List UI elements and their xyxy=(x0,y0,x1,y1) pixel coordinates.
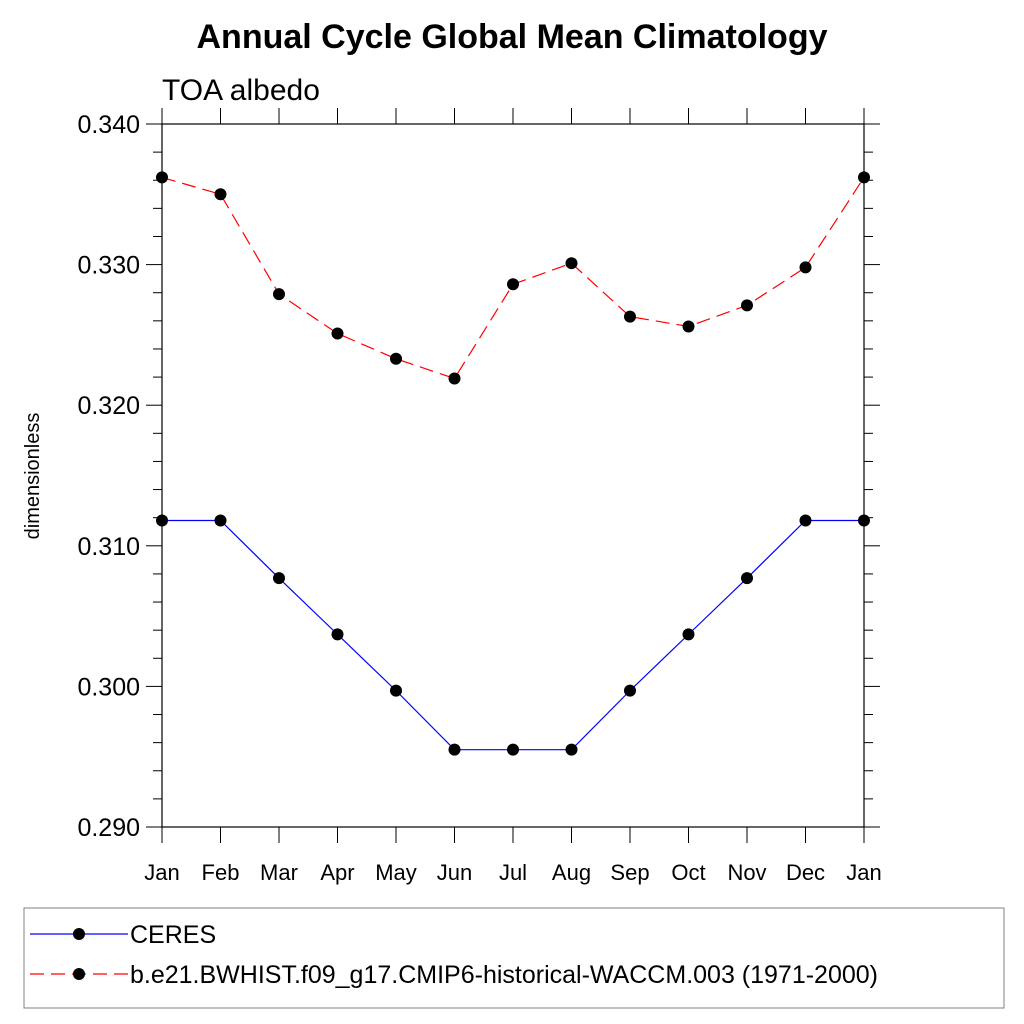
x-tick-label: Sep xyxy=(610,860,649,885)
data-point xyxy=(507,743,519,756)
legend-label: b.e21.BWHIST.f09_g17.CMIP6-historical-WA… xyxy=(130,961,878,989)
x-tick-label: Dec xyxy=(786,860,825,885)
chart-subtitle: TOA albedo xyxy=(162,74,320,107)
x-tick-label: Nov xyxy=(727,860,766,885)
data-point xyxy=(799,261,812,274)
legend-marker xyxy=(73,968,85,980)
data-point xyxy=(448,743,461,756)
x-tick-label: May xyxy=(375,860,417,885)
legend-label: CERES xyxy=(130,921,216,949)
data-point xyxy=(214,188,227,201)
data-point xyxy=(448,372,461,385)
x-tick-label: Feb xyxy=(202,860,240,885)
series-ceres xyxy=(156,514,870,756)
y-tick-label: 0.320 xyxy=(77,392,140,420)
x-tick-label: Oct xyxy=(671,860,705,885)
y-axis-label: dimensionless xyxy=(22,413,44,540)
data-point xyxy=(682,628,695,641)
chart-title: Annual Cycle Global Mean Climatology xyxy=(197,18,828,56)
series-line xyxy=(162,519,864,751)
data-point xyxy=(156,514,168,527)
data-point xyxy=(390,352,402,365)
series-waccm xyxy=(156,171,870,385)
data-point xyxy=(799,514,812,527)
axis-ticks: 0.290 0.300 0.310 0.320 0.330 0.340 Jan Feb Mar A… xyxy=(77,108,882,885)
data-point xyxy=(156,171,168,184)
data-point xyxy=(624,310,636,323)
data-point xyxy=(741,572,753,585)
data-point xyxy=(507,278,519,291)
y-tick-label: 0.300 xyxy=(77,673,140,701)
x-tick-label: Jan xyxy=(846,860,881,885)
data-point xyxy=(565,743,578,756)
x-tick-label: Jun xyxy=(437,860,472,885)
y-tick-label: 0.290 xyxy=(77,814,140,842)
data-point xyxy=(331,327,344,340)
data-point xyxy=(858,171,870,184)
data-point xyxy=(741,299,753,312)
series-layer xyxy=(156,171,870,756)
data-point xyxy=(331,628,344,641)
legend-box xyxy=(23,907,1005,1009)
data-point xyxy=(214,514,227,527)
legend: CERES b.e21.BWHIST.f09_g17.CMIP6-historic… xyxy=(23,907,1005,1009)
data-point xyxy=(682,320,695,333)
data-point xyxy=(390,684,402,697)
x-tick-label: Mar xyxy=(260,860,298,885)
y-tick-label: 0.310 xyxy=(77,533,140,561)
data-point xyxy=(565,257,578,270)
y-tick-label: 0.340 xyxy=(77,111,140,139)
data-point xyxy=(858,514,870,527)
legend-marker xyxy=(73,928,85,940)
data-point xyxy=(624,684,636,697)
x-tick-label: Aug xyxy=(552,860,591,885)
series-line xyxy=(161,176,865,380)
data-point xyxy=(273,572,285,585)
x-tick-label: Apr xyxy=(320,860,354,885)
data-point xyxy=(273,288,285,301)
x-tick-label: Jul xyxy=(499,860,527,885)
y-tick-label: 0.330 xyxy=(77,252,140,280)
plot-frame xyxy=(161,123,865,828)
x-tick-label: Jan xyxy=(144,860,179,885)
